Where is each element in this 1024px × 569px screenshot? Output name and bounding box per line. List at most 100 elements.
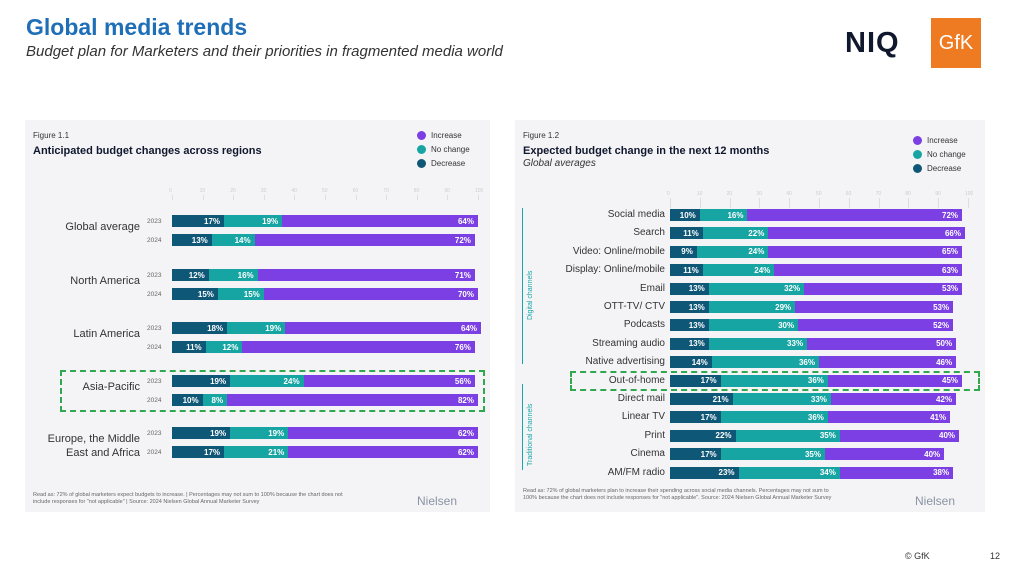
copyright: © GfK (905, 551, 930, 561)
bar-segment-no-change: 36% (720, 374, 828, 387)
bar-segment-decrease: 13% (172, 234, 212, 246)
legend-decrease: Decrease (913, 161, 966, 175)
gridline (759, 198, 761, 208)
bar-segment-increase: 53% (795, 301, 954, 313)
gridline (819, 198, 820, 208)
gridline (355, 195, 357, 200)
bar-segment-no-change: 24% (230, 375, 304, 387)
nielsen-logo: Nielsen (417, 494, 458, 508)
figure-number: Figure 1.1 (33, 131, 70, 140)
tick-label: 0 (169, 188, 172, 194)
highlight-box (60, 370, 485, 412)
chart-note: Read as: 72% of global marketers expect … (33, 492, 343, 505)
year-label: 2024 (147, 397, 162, 404)
year-label: 2023 (147, 378, 162, 385)
gridline (908, 198, 910, 208)
bar-segment-decrease: 11% (670, 264, 703, 277)
bar-segment-no-change: 21% (224, 446, 289, 458)
chart-subtitle: Global averages (523, 158, 596, 169)
bar-segment-no-change: 19% (227, 322, 286, 334)
bar-segment-increase: 56% (303, 375, 475, 387)
gridline (699, 198, 701, 208)
bar-segment-increase: 64% (282, 215, 478, 227)
bar-segment-no-change: 29% (708, 301, 796, 313)
page-subtitle: Budget plan for Marketers and their prio… (26, 43, 503, 60)
bar-segment-decrease: 17% (670, 411, 721, 424)
tick-label: 20 (726, 191, 733, 197)
year-label: 2023 (147, 272, 162, 279)
gridline (202, 195, 204, 200)
tick-label: 40 (291, 188, 297, 194)
gridline (172, 195, 173, 200)
bar-segment-increase: 82% (227, 394, 478, 406)
bar-segment-no-change: 15% (217, 288, 264, 300)
channel-label: Print (644, 429, 665, 441)
bar-segment-no-change: 33% (708, 337, 808, 350)
bar-segment-increase: 62% (288, 446, 478, 458)
bar-segment-increase: 40% (824, 448, 945, 461)
bar-segment-increase: 72% (254, 234, 475, 246)
bar-segment-no-change: 30% (708, 319, 799, 332)
page-number: 12 (990, 551, 1001, 561)
channel-label: Search (633, 227, 665, 239)
channel-label: Out-of-home (608, 374, 665, 386)
bar-segment-increase: 65% (768, 245, 963, 258)
bar-segment-no-change: 36% (720, 411, 828, 424)
bar-segment-decrease: 14% (670, 356, 712, 369)
region-label: Europe, the Middle East and Africa (47, 433, 140, 459)
tick-label: 40 (786, 191, 792, 197)
bar-segment-increase: 64% (285, 322, 482, 334)
gridline (968, 198, 969, 208)
tick-label: 50 (816, 191, 822, 197)
tick-label: 10 (199, 188, 206, 194)
bar-segment-no-change: 14% (211, 234, 255, 246)
bar-segment-no-change: 19% (224, 215, 283, 227)
digital-channels-label: Digital channels (527, 270, 534, 320)
bar-segment-no-change: 35% (735, 429, 840, 442)
bar-segment-decrease: 22% (670, 429, 736, 442)
year-label: 2024 (147, 291, 162, 298)
bar-segment-increase: 40% (839, 429, 960, 442)
bar-segment-increase: 41% (827, 411, 951, 424)
tick-label: 80 (905, 191, 911, 197)
bar-segment-no-change: 24% (696, 245, 769, 258)
channel-label: Cinema (630, 448, 665, 460)
legend: Increase No change Decrease (913, 133, 966, 175)
bar-segment-increase: 46% (819, 356, 957, 369)
channel-label: Native advertising (585, 356, 665, 368)
bar-segment-decrease: 13% (670, 337, 709, 350)
gridline (878, 198, 880, 208)
figure-1-2-panel: Figure 1.2 Expected budget change in the… (515, 120, 985, 512)
channel-label: Social media (607, 209, 665, 220)
channel-label: OTT-TV/ CTV (603, 301, 665, 312)
bar-segment-no-change: 8% (202, 394, 228, 406)
gfk-logo: GfK (931, 18, 981, 68)
bar-segment-no-change: 35% (720, 448, 825, 461)
tick-label: 90 (444, 188, 450, 194)
bar-segment-decrease: 13% (670, 301, 709, 313)
bar-segment-increase: 52% (798, 319, 954, 332)
year-label: 2023 (147, 218, 162, 225)
bar-segment-no-change: 16% (699, 209, 748, 221)
bar-segment-decrease: 15% (172, 288, 218, 300)
bar-segment-decrease: 19% (172, 427, 231, 439)
bar-segment-no-change: 12% (205, 341, 243, 353)
bar-segment-decrease: 13% (670, 282, 709, 295)
gridline (294, 195, 296, 200)
bar-segment-no-change: 36% (711, 356, 819, 369)
bar-segment-decrease: 17% (670, 374, 721, 387)
bar-segment-decrease: 10% (670, 209, 700, 221)
tick-label: 30 (756, 191, 762, 197)
bar-segment-increase: 53% (804, 282, 963, 295)
gridline (938, 198, 940, 208)
bar-segment-no-change: 19% (230, 427, 289, 439)
legend-decrease: Decrease (417, 156, 470, 170)
chart-note: Read as: 72% of global marketers plan to… (523, 488, 832, 501)
channel-label: AM/FM radio (607, 466, 665, 478)
bar-segment-increase: 38% (839, 466, 954, 479)
bar-segment-no-change: 24% (702, 264, 775, 277)
year-label: 2024 (147, 449, 162, 456)
bar-segment-no-change: 16% (208, 269, 258, 281)
gridline (416, 195, 418, 200)
legend: Increase No change Decrease (417, 128, 470, 170)
